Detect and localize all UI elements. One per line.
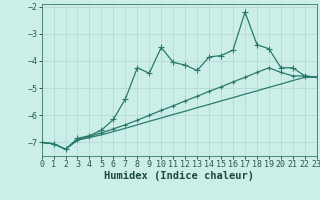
X-axis label: Humidex (Indice chaleur): Humidex (Indice chaleur) — [104, 171, 254, 181]
